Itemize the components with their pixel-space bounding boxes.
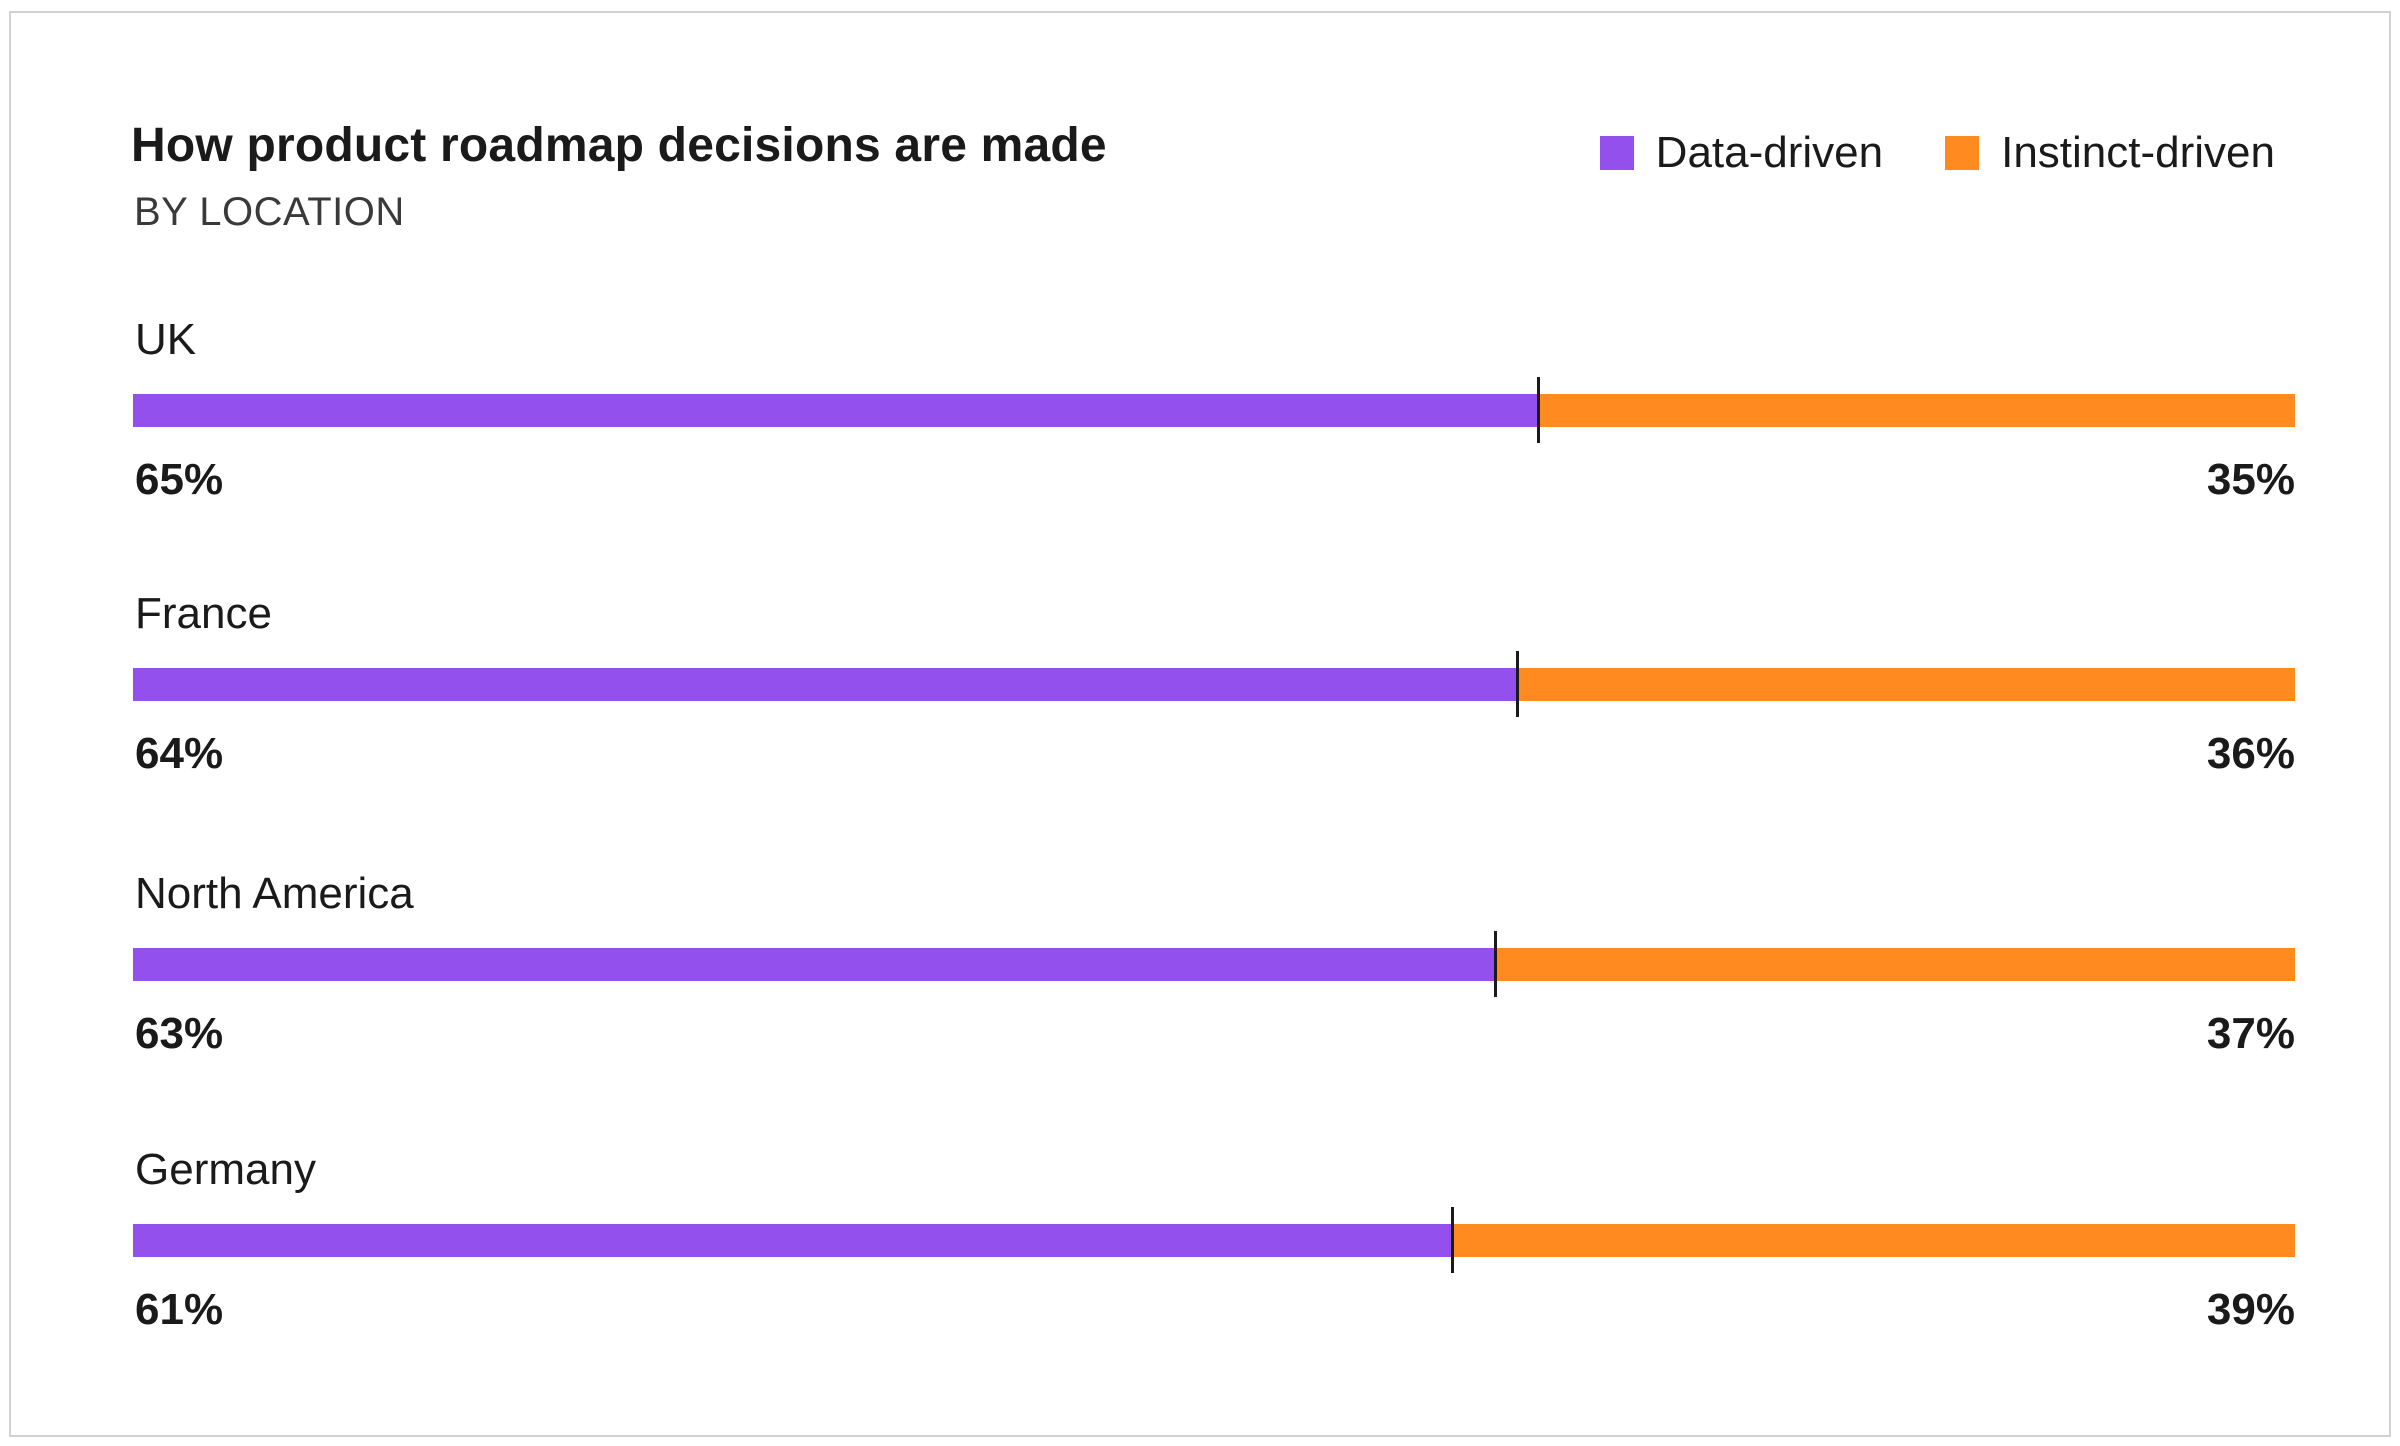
bar-segment-instinct-driven [1538, 394, 2295, 427]
chart-subtitle: BY LOCATION [134, 190, 405, 234]
bar-divider-marker [1515, 651, 1519, 717]
bar-segment-instinct-driven [1516, 668, 2295, 701]
bar-divider-marker [1494, 931, 1498, 997]
value-label-instinct-driven: 39% [2206, 1285, 2295, 1334]
bar-segment-instinct-driven [1495, 948, 2295, 981]
legend-item-instinct-driven: Instinct-driven [1945, 128, 2275, 178]
legend: Data-driven Instinct-driven [1538, 128, 2275, 178]
bar-row-france: France 64% 36% [133, 589, 2295, 829]
value-label-data-driven: 64% [135, 729, 224, 778]
bar-segment-data-driven [133, 394, 1539, 427]
legend-swatch-data-driven [1599, 136, 1634, 170]
category-label: Germany [135, 1145, 316, 1194]
stacked-bar [133, 948, 2295, 981]
bar-segment-data-driven [133, 948, 1496, 981]
stacked-bar [133, 1224, 2295, 1257]
bar-segment-instinct-driven [1451, 1224, 2295, 1257]
legend-label-instinct-driven: Instinct-driven [2001, 128, 2275, 177]
bar-row-uk: UK 65% 35% [133, 315, 2295, 555]
bar-divider-marker [1450, 1207, 1454, 1273]
value-label-instinct-driven: 36% [2206, 729, 2295, 778]
value-label-instinct-driven: 37% [2206, 1009, 2295, 1058]
bar-segment-data-driven [133, 668, 1517, 701]
legend-swatch-instinct-driven [1945, 136, 1980, 170]
category-label: North America [135, 869, 414, 918]
value-label-data-driven: 61% [135, 1285, 224, 1334]
value-label-data-driven: 63% [135, 1009, 224, 1058]
category-label: France [135, 589, 272, 638]
value-label-instinct-driven: 35% [2206, 455, 2295, 504]
bar-segment-data-driven [133, 1224, 1452, 1257]
chart-title: How product roadmap decisions are made [131, 119, 1107, 172]
bar-row-germany: Germany 61% 39% [133, 1145, 2295, 1385]
category-label: UK [135, 315, 197, 364]
bar-divider-marker [1537, 377, 1541, 443]
legend-item-data-driven: Data-driven [1599, 128, 1884, 178]
value-label-data-driven: 65% [135, 455, 224, 504]
stacked-bar [133, 394, 2295, 427]
bar-row-north-america: North America 63% 37% [133, 869, 2295, 1109]
stacked-bar [133, 668, 2295, 701]
legend-label-data-driven: Data-driven [1655, 128, 1884, 177]
chart-card [9, 11, 2391, 1437]
